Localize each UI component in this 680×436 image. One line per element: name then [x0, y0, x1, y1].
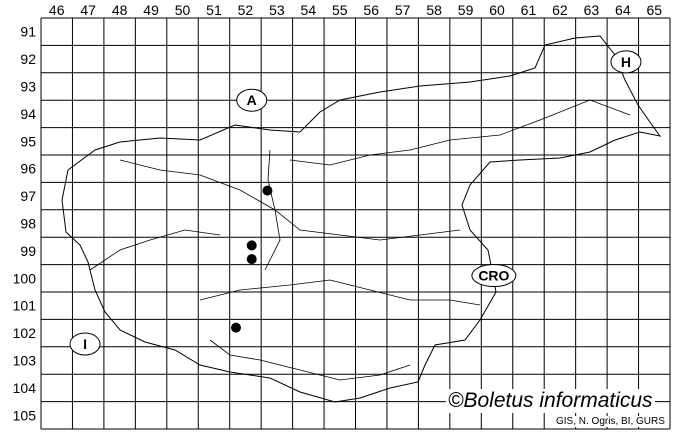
country-label: I — [83, 336, 87, 352]
column-label: 62 — [552, 2, 568, 18]
row-label: 104 — [13, 380, 37, 396]
river — [199, 279, 481, 306]
record-dot — [262, 185, 273, 196]
column-label: 58 — [426, 2, 442, 18]
row-label: 95 — [20, 133, 36, 149]
column-label: 49 — [143, 2, 159, 18]
row-label: 97 — [20, 188, 36, 204]
grid-labels: 46 47 48 49 50 51 52 53 54 55 56 57 58 59 60 61 62 63 64 65… — [13, 2, 663, 423]
country-label: H — [621, 54, 631, 70]
row-label: 100 — [13, 270, 37, 286]
country-label: A — [247, 92, 257, 108]
column-label: 53 — [269, 2, 285, 18]
river — [264, 149, 281, 271]
row-label: 92 — [20, 51, 36, 67]
column-label: 60 — [489, 2, 505, 18]
country-label-ellipse — [69, 332, 101, 356]
column-label: 51 — [206, 2, 222, 18]
row-label: 93 — [20, 79, 36, 95]
column-label: 48 — [112, 2, 128, 18]
record-dot — [246, 254, 257, 265]
row-label: 91 — [20, 24, 36, 40]
column-label: 63 — [584, 2, 600, 18]
column-label: 50 — [175, 2, 191, 18]
country-label-ellipse — [610, 50, 642, 74]
row-label: 94 — [20, 106, 36, 122]
record-dot — [230, 322, 241, 333]
column-label: 54 — [301, 2, 317, 18]
row-label: 101 — [13, 298, 37, 314]
row-label: 103 — [13, 353, 37, 369]
river — [89, 229, 221, 271]
column-label: 47 — [80, 2, 96, 18]
river — [119, 159, 461, 241]
country-label-ellipse — [236, 88, 268, 112]
column-label: 46 — [49, 2, 65, 18]
row-label: 96 — [20, 161, 36, 177]
column-label: 55 — [332, 2, 348, 18]
column-label: 61 — [521, 2, 537, 18]
column-label: 56 — [363, 2, 379, 18]
column-label: 65 — [646, 2, 662, 18]
grid — [40, 17, 671, 430]
records — [230, 185, 273, 333]
country-label: CRO — [478, 268, 509, 284]
slovenia-outline — [61, 35, 662, 403]
column-label: 64 — [615, 2, 631, 18]
copyright-credit: ©Boletus informaticus — [446, 389, 655, 413]
river — [209, 339, 411, 381]
row-label: 105 — [13, 407, 37, 423]
row-label: 98 — [20, 216, 36, 232]
country-label-ellipse — [471, 264, 517, 288]
row-label: 99 — [20, 243, 36, 259]
column-label: 57 — [395, 2, 411, 18]
country-labels: A H CRO I — [69, 50, 642, 356]
country-border — [61, 35, 662, 403]
record-dot — [246, 240, 257, 251]
column-label: 52 — [238, 2, 254, 18]
row-label: 102 — [13, 325, 37, 341]
data-source: GIS, N. Ogris, BI, GURS — [554, 416, 667, 427]
river — [289, 99, 631, 166]
column-label: 59 — [458, 2, 474, 18]
